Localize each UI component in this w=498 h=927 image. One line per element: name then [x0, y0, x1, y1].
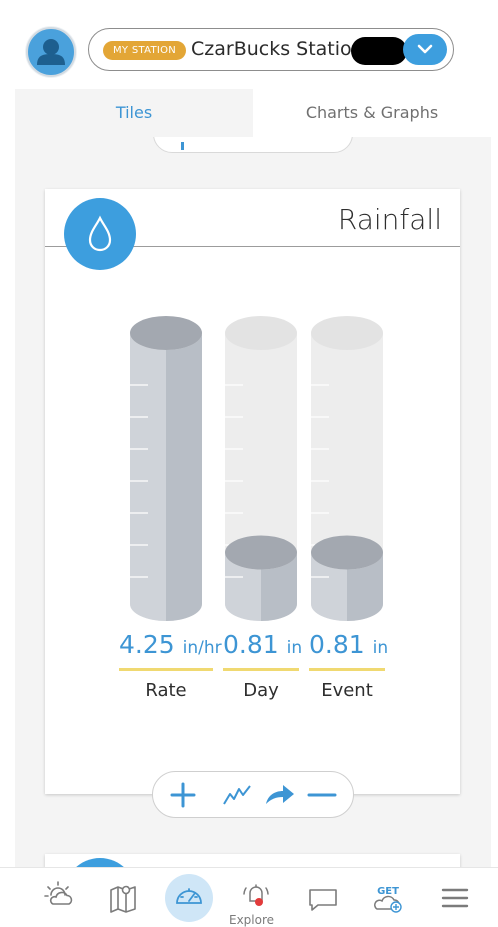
map-icon[interactable] [106, 868, 142, 927]
event-gauge-fill-front [311, 552, 347, 621]
station-name: CzarBucks Station, [191, 38, 370, 60]
event-underline [309, 668, 385, 671]
next-tile-icon [64, 858, 136, 867]
rate-gauge-fluid-top [130, 316, 202, 350]
chat-icon[interactable] [306, 868, 340, 927]
get-label: GET [377, 886, 399, 897]
tab-charts-graphs[interactable]: Charts & Graphs [253, 89, 491, 137]
my-station-badge: MY STATION [103, 41, 187, 60]
event-unit: in [372, 638, 389, 658]
tile-divider [45, 246, 460, 247]
dashboard-gauge-icon[interactable] [164, 868, 214, 927]
event-gauge-top [311, 316, 383, 350]
day-underline [223, 668, 299, 671]
water-drop-icon [64, 198, 136, 270]
tiles-scroll-area[interactable]: Rainfall 4.25 in/hr Rate 0.81 in Day 0.8… [15, 137, 491, 867]
chevron-down-icon [417, 44, 433, 54]
explore-bell-icon[interactable] [236, 868, 276, 927]
tab-tiles[interactable]: Tiles [15, 89, 253, 137]
rate-gauge-fill-front [130, 333, 166, 621]
event-label: Event [321, 680, 373, 701]
explore-label[interactable]: Explore [229, 913, 275, 927]
rate-value: 4.25 [119, 630, 175, 659]
share-arrow-icon[interactable] [264, 780, 294, 810]
day-gauge-top [225, 316, 297, 350]
user-avatar-icon[interactable] [26, 27, 76, 77]
tile-toolbar [152, 771, 354, 818]
day-gauge-fill-front [225, 552, 261, 621]
day-label: Day [243, 680, 279, 701]
tile-title: Rainfall [337, 203, 442, 236]
header: MY STATION CzarBucks Station, [0, 0, 498, 90]
next-tile [45, 854, 460, 867]
event-gauge-fluid-top [311, 535, 383, 570]
day-gauge-fluid-top [225, 535, 297, 570]
redacted-text [351, 37, 407, 65]
event-value: 0.81 [309, 630, 365, 659]
day-value: 0.81 [223, 630, 279, 659]
rate-label: Rate [145, 680, 187, 701]
rate-readout: 4.25 in/hr Rate [119, 628, 222, 701]
day-gauge-fill-back [261, 552, 297, 621]
menu-icon[interactable] [440, 868, 470, 927]
trend-line-icon[interactable] [222, 780, 252, 810]
event-gauge-fill-back [347, 552, 383, 621]
rate-underline [119, 668, 213, 671]
rate-gauge-fill-back [166, 333, 202, 621]
rate-unit: in/hr [182, 638, 222, 658]
bottom-nav: Explore GET [0, 867, 498, 927]
view-tabs: Tiles Charts & Graphs [15, 89, 491, 137]
event-readout: 0.81 in Event [309, 628, 388, 701]
minus-icon[interactable] [307, 780, 337, 810]
rainfall-tile: Rainfall 4.25 in/hr Rate 0.81 in Day 0.8… [45, 189, 460, 794]
station-dropdown-button[interactable] [403, 34, 447, 65]
day-unit: in [286, 638, 303, 658]
weather-sun-icon[interactable] [40, 868, 76, 927]
get-cloud-icon[interactable]: GET [370, 868, 406, 927]
plus-icon[interactable] [168, 780, 198, 810]
gauge-cylinders [130, 316, 383, 621]
day-readout: 0.81 in Day [223, 628, 302, 701]
previous-tile-toolbar[interactable] [153, 137, 353, 153]
station-selector[interactable]: MY STATION CzarBucks Station, [88, 28, 454, 71]
plus-icon [181, 142, 184, 150]
